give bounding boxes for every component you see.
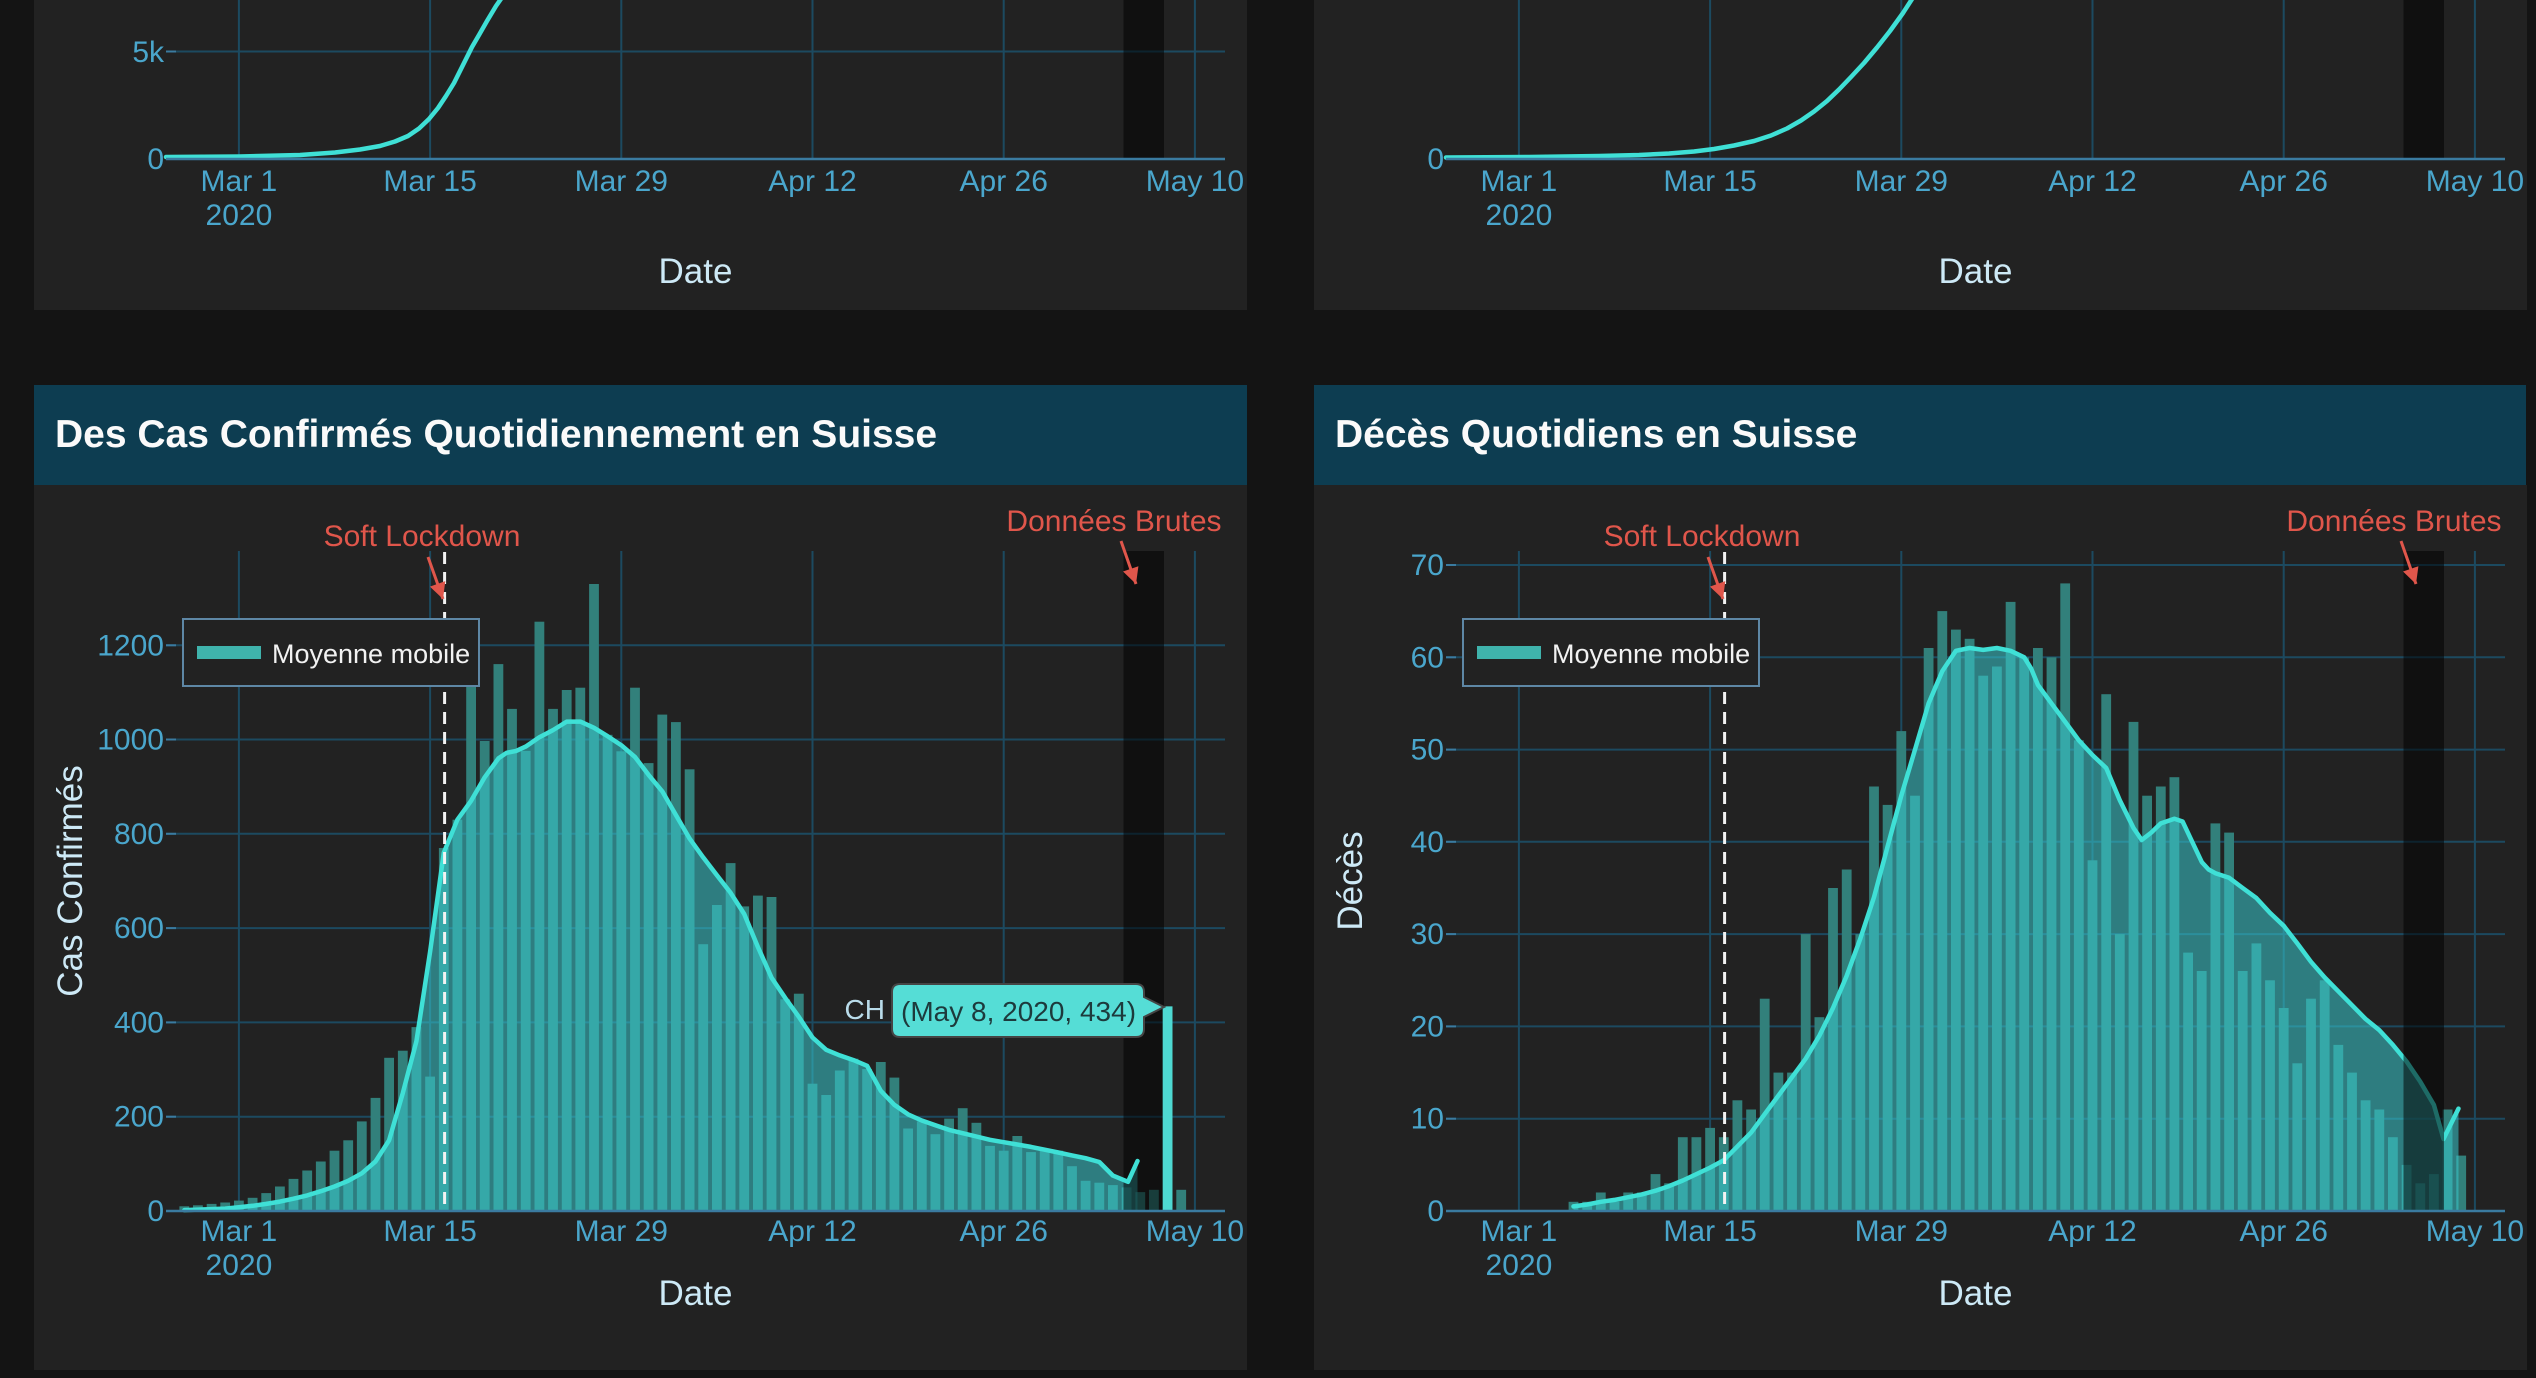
svg-text:30: 30	[1411, 918, 1444, 951]
svg-text:Données Brutes: Données Brutes	[1006, 505, 1221, 538]
svg-text:Mar 29: Mar 29	[1855, 1215, 1948, 1248]
svg-text:Données Brutes: Données Brutes	[2286, 505, 2501, 538]
svg-text:10: 10	[1411, 1103, 1444, 1136]
svg-text:400: 400	[114, 1006, 164, 1039]
svg-text:Mar 1: Mar 1	[1481, 165, 1558, 198]
svg-text:0: 0	[1427, 1195, 1444, 1228]
svg-text:Apr 12: Apr 12	[768, 165, 856, 198]
svg-text:Mar 29: Mar 29	[575, 165, 668, 198]
svg-text:2020: 2020	[206, 199, 273, 232]
svg-text:Soft Lockdown: Soft Lockdown	[1604, 520, 1801, 553]
svg-text:60: 60	[1411, 641, 1444, 674]
svg-text:Mar 29: Mar 29	[575, 1215, 668, 1248]
svg-text:Apr 12: Apr 12	[2048, 1215, 2136, 1248]
svg-text:Soft Lockdown: Soft Lockdown	[324, 520, 521, 553]
svg-text:Mar 15: Mar 15	[383, 1215, 476, 1248]
svg-text:Apr 26: Apr 26	[960, 1215, 1048, 1248]
svg-text:50: 50	[1411, 734, 1444, 767]
svg-text:Apr 12: Apr 12	[2048, 165, 2136, 198]
svg-text:5k: 5k	[132, 36, 165, 69]
svg-text:1200: 1200	[97, 629, 164, 662]
svg-text:0: 0	[147, 1195, 164, 1228]
svg-text:May 10: May 10	[2426, 165, 2524, 198]
svg-text:May 10: May 10	[1146, 165, 1244, 198]
svg-text:Date: Date	[659, 252, 733, 291]
svg-text:Mar 1: Mar 1	[201, 1215, 278, 1248]
svg-text:70: 70	[1411, 549, 1444, 582]
svg-text:Moyenne mobile: Moyenne mobile	[272, 639, 470, 669]
svg-text:Mar 15: Mar 15	[1663, 165, 1756, 198]
svg-text:1000: 1000	[97, 724, 164, 757]
svg-text:CH: CH	[845, 994, 885, 1025]
svg-text:0: 0	[147, 143, 164, 176]
svg-text:20: 20	[1411, 1010, 1444, 1043]
svg-text:Date: Date	[659, 1274, 733, 1313]
svg-text:Apr 12: Apr 12	[768, 1215, 856, 1248]
svg-text:Apr 26: Apr 26	[2240, 165, 2328, 198]
svg-text:Apr 26: Apr 26	[2240, 1215, 2328, 1248]
svg-text:0: 0	[1427, 143, 1444, 176]
svg-text:Mar 15: Mar 15	[383, 165, 476, 198]
svg-text:Date: Date	[1939, 252, 2013, 291]
svg-text:Mar 29: Mar 29	[1855, 165, 1948, 198]
svg-text:May 10: May 10	[1146, 1215, 1244, 1248]
svg-text:Date: Date	[1939, 1274, 2013, 1313]
svg-text:600: 600	[114, 912, 164, 945]
svg-text:40: 40	[1411, 826, 1444, 859]
svg-text:Décès: Décès	[1331, 831, 1370, 930]
svg-text:800: 800	[114, 818, 164, 851]
svg-text:Moyenne mobile: Moyenne mobile	[1552, 639, 1750, 669]
svg-text:2020: 2020	[206, 1249, 273, 1282]
svg-text:2020: 2020	[1486, 1249, 1553, 1282]
svg-text:May 10: May 10	[2426, 1215, 2524, 1248]
svg-text:Mar 15: Mar 15	[1663, 1215, 1756, 1248]
svg-text:2020: 2020	[1486, 199, 1553, 232]
svg-text:Apr 26: Apr 26	[960, 165, 1048, 198]
svg-text:Cas Confirmés: Cas Confirmés	[51, 765, 90, 996]
svg-text:Mar 1: Mar 1	[1481, 1215, 1558, 1248]
svg-text:200: 200	[114, 1101, 164, 1134]
svg-text:Mar 1: Mar 1	[201, 165, 278, 198]
svg-text:(May 8, 2020, 434): (May 8, 2020, 434)	[901, 996, 1136, 1027]
